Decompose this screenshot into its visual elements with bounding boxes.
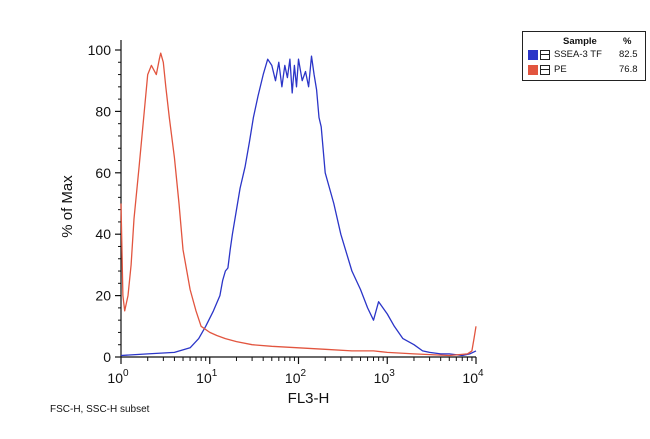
legend-header: Sample % (523, 36, 645, 48)
x-tick-label: 103 (374, 368, 396, 386)
x-tick-label: 101 (196, 368, 218, 386)
series-line-ssea3 (120, 55, 477, 357)
y-tick-label: 20 (95, 288, 111, 304)
y-tick-label: 0 (103, 349, 111, 365)
legend-series-name: PE (554, 64, 567, 75)
subset-note: FSC-H, SSC-H subset (50, 404, 150, 415)
series-line-pe (120, 52, 477, 357)
legend-header-percent: % (623, 36, 632, 47)
y-tick-label: 60 (95, 165, 111, 181)
y-tick-label: 100 (88, 42, 112, 58)
x-tick-label: 102 (285, 368, 307, 386)
legend-header-sample: Sample (563, 36, 597, 47)
legend-row-ssea3: SSEA-3 TF 82.5 (523, 49, 645, 62)
y-axis-title: % of Max (59, 175, 76, 238)
legend-swatch-pe (528, 65, 538, 75)
legend-swatch-ssea3 (528, 50, 538, 60)
x-axis-title: FL3-H (288, 390, 330, 407)
gate-box-icon (540, 65, 550, 75)
y-tick-label: 40 (95, 226, 111, 242)
legend: Sample % SSEA-3 TF 82.5 PE 76.8 (522, 31, 646, 81)
x-tick-label: 104 (462, 368, 484, 386)
legend-series-percent: 82.5 (619, 49, 638, 60)
x-tick-label: 100 (107, 368, 129, 386)
legend-series-name: SSEA-3 TF (554, 49, 602, 60)
legend-row-pe: PE 76.8 (523, 64, 645, 77)
y-tick-label: 80 (95, 103, 111, 119)
gate-box-icon (540, 50, 550, 60)
legend-series-percent: 76.8 (619, 64, 638, 75)
